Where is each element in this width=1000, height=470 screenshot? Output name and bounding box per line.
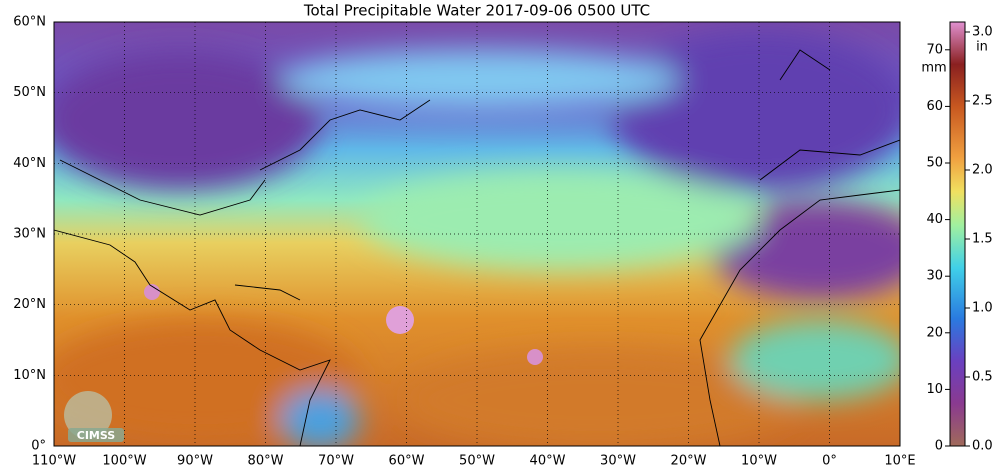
lon-label: 80°W (248, 454, 284, 469)
lon-label: 40°W (530, 454, 566, 469)
mm-tick-label: 60 (926, 99, 943, 114)
in-tick-label: 2.5 (972, 94, 993, 109)
lat-label: 40°N (13, 156, 46, 171)
lat-label: 0° (31, 439, 46, 454)
lat-label: 10°N (13, 368, 46, 383)
lon-label: 110°W (32, 454, 76, 469)
in-tick-label: 2.0 (972, 163, 993, 178)
lat-label: 20°N (13, 297, 46, 312)
logo-text: CIMSS (77, 429, 116, 442)
lat-label: 50°N (13, 85, 46, 100)
in-tick-label: 0.5 (972, 370, 993, 385)
lon-label: 70°W (318, 454, 354, 469)
lon-label: 30°W (600, 454, 636, 469)
lon-label: 100°W (102, 454, 146, 469)
lon-label: 20°W (671, 454, 707, 469)
lon-label: 0° (822, 454, 837, 469)
lon-label: 90°W (177, 454, 213, 469)
mm-tick-label: 50 (926, 156, 943, 171)
colorbar (949, 21, 966, 447)
lon-label: 60°W (389, 454, 425, 469)
lat-label: 30°N (13, 227, 46, 242)
in-tick-label: 3.0 (972, 25, 993, 40)
lon-label: 10°W (741, 454, 777, 469)
lon-label: 50°W (459, 454, 495, 469)
colorbar-mm-unit: mm (921, 61, 946, 76)
colorbar-in-unit: in (976, 40, 988, 55)
mm-tick-label: 30 (926, 269, 943, 284)
in-tick-label: 0.0 (972, 439, 993, 454)
satellite-imagery (54, 22, 900, 446)
in-tick-label: 1.5 (972, 232, 993, 247)
mm-tick-label: 10 (926, 382, 943, 397)
map-title: Total Precipitable Water 2017-09-06 0500… (303, 2, 650, 20)
lat-label: 60°N (13, 15, 46, 30)
mm-tick-label: 40 (926, 212, 943, 227)
in-tick-label: 1.0 (972, 301, 993, 316)
lon-label: 10°E (884, 454, 915, 469)
mm-tick-label: 70 (926, 42, 943, 57)
mm-tick-label: 20 (926, 325, 943, 340)
cimss-logo: CIMSS (64, 391, 124, 442)
mm-tick-label: 0 (935, 439, 943, 454)
